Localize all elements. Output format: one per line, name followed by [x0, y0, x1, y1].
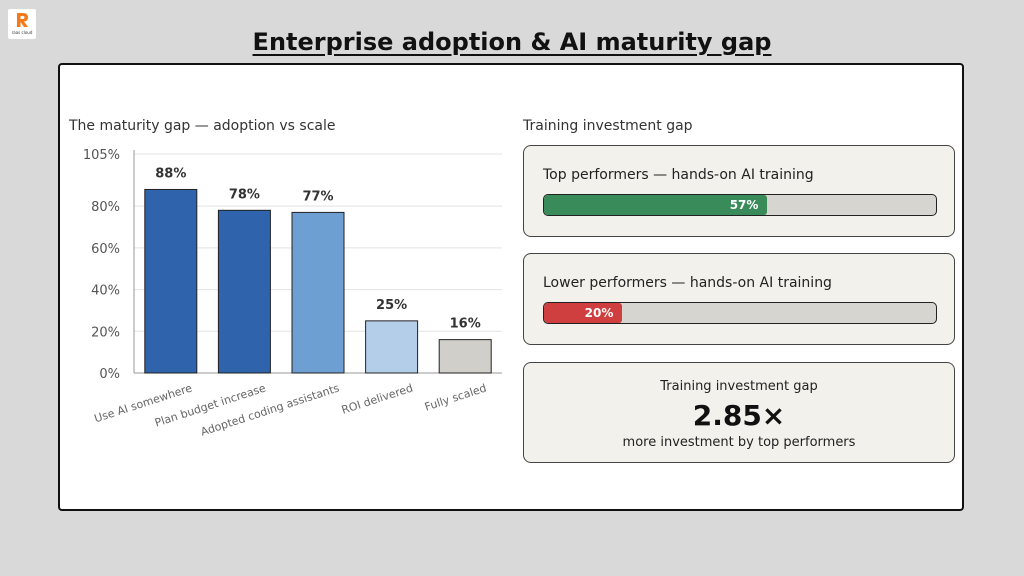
bar-value-label: 16% — [450, 317, 481, 332]
bar-chart: 0%20%40%60%80%105%88%Use AI somewhere78%… — [83, 148, 502, 439]
y-tick-label: 0% — [99, 367, 120, 382]
top-performers-progress: 57% — [543, 194, 937, 216]
y-tick-label: 60% — [91, 242, 120, 257]
bar-value-label: 78% — [229, 187, 260, 202]
bar — [291, 211, 345, 374]
y-tick-label: 20% — [91, 325, 120, 340]
bar-value-label: 88% — [155, 166, 186, 181]
lower-performers-value: 20% — [584, 306, 614, 320]
y-tick-label: 40% — [91, 284, 120, 299]
investment-gap-subtext: more investment by top performers — [622, 435, 856, 450]
x-tick-label: Adopted coding assistants — [199, 381, 341, 438]
investment-gap-value: 2.85× — [692, 399, 786, 432]
page-title: Enterprise adoption & AI maturity gap — [252, 28, 772, 56]
lower-performers-progress-fill: 20% — [544, 303, 623, 323]
top-performers-value: 57% — [729, 198, 759, 212]
brand-logo: raas cloud — [8, 9, 36, 39]
y-tick-label: 80% — [91, 200, 120, 215]
bar-value-label: 77% — [302, 189, 333, 204]
bar-value-label: 25% — [376, 298, 407, 313]
logo-text: raas cloud — [11, 30, 33, 35]
bar — [438, 339, 492, 374]
top-performers-progress-fill: 57% — [544, 195, 768, 215]
lower-performers-label: Lower performers — hands-on AI training — [543, 275, 832, 291]
y-tick-label: 105% — [83, 148, 120, 163]
x-tick-label: ROI delivered — [340, 381, 415, 416]
top-performers-label: Top performers — hands-on AI training — [543, 167, 814, 183]
training-section-title: Training investment gap — [523, 118, 693, 134]
lower-performers-progress: 20% — [543, 302, 937, 324]
bar — [365, 320, 419, 374]
investment-gap-card: Training investment gap 2.85× more inves… — [523, 362, 955, 463]
x-tick-label: Fully scaled — [423, 381, 488, 413]
lower-performers-card: Lower performers — hands-on AI training … — [523, 253, 955, 345]
logo-mark-icon — [17, 13, 28, 27]
content-panel: The maturity gap — adoption vs scale 0% 2… — [58, 63, 964, 511]
chart-title: The maturity gap — adoption vs scale — [69, 118, 336, 134]
top-performers-card: Top performers — hands-on AI training 57… — [523, 145, 955, 237]
bar — [144, 188, 198, 374]
investment-gap-label: Training investment gap — [660, 379, 818, 394]
bar — [217, 209, 271, 374]
